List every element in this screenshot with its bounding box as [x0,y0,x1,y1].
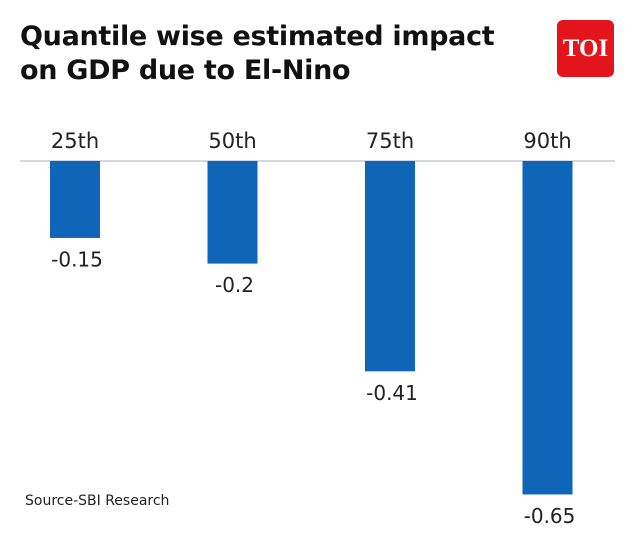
value-label: -0.2 [215,273,254,297]
category-label: 25th [51,129,99,153]
logo: TOI [557,20,614,77]
value-label: -0.65 [524,504,576,528]
category-label: 90th [523,129,571,153]
value-label: -0.15 [51,247,103,271]
category-label: 50th [208,129,256,153]
value-label: -0.41 [366,381,418,405]
category-label: 75th [366,129,414,153]
bar [50,161,100,238]
bar [365,161,415,372]
bar [207,161,258,264]
source: Source-SBI Research [25,493,169,509]
chart-title: Quantile wise estimated impact on GDP du… [20,21,495,86]
bar [522,161,573,495]
